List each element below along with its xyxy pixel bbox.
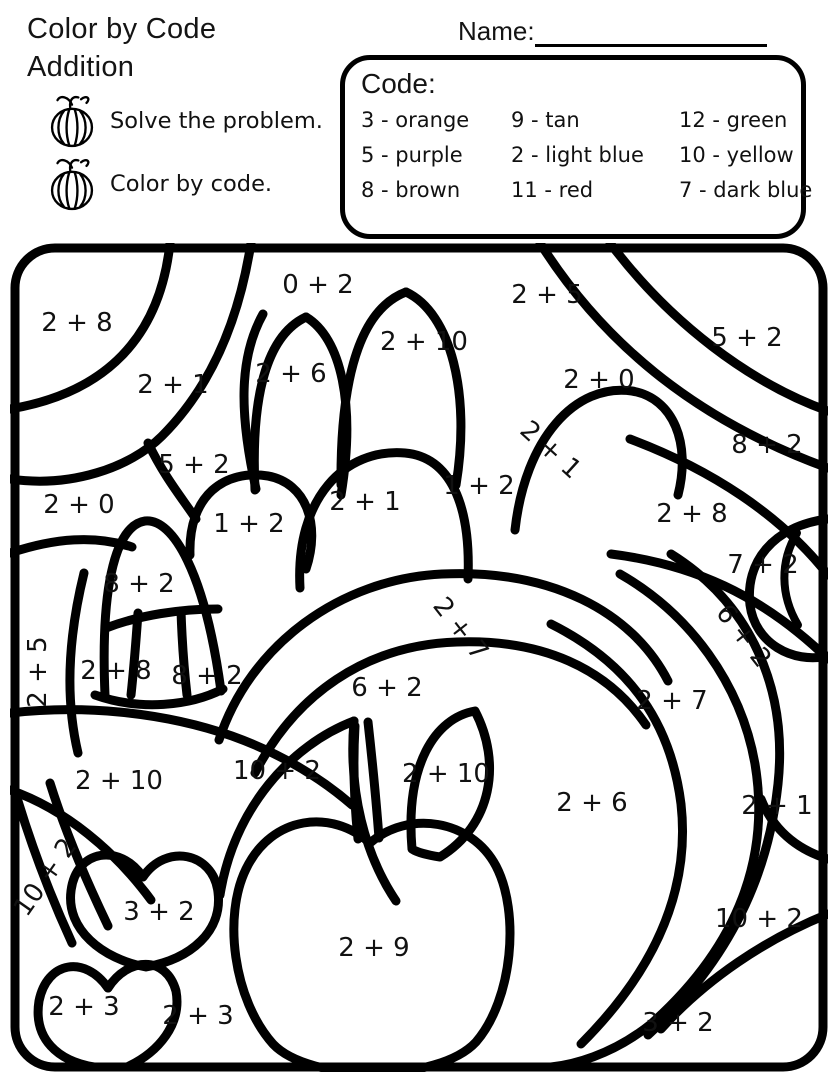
contour-line <box>90 684 228 710</box>
name-row: Name: <box>458 14 767 47</box>
leaf-outline <box>401 287 466 490</box>
contour-line <box>605 243 828 416</box>
title-line2: Addition <box>27 51 135 84</box>
region-label: 8 + 2 <box>171 661 242 691</box>
code-entry: 8 - brown <box>361 178 461 202</box>
contour-line <box>65 568 89 758</box>
code-entry: 3 - orange <box>361 108 470 132</box>
contour-line <box>10 243 175 414</box>
region-label: 2 + 0 <box>43 490 114 520</box>
horn-outline <box>546 619 687 1049</box>
region-label: 8 + 2 <box>731 430 802 460</box>
fruit-outline <box>510 385 687 535</box>
region-label: 2 + 7 <box>427 592 495 667</box>
region-label: 2 + 1 <box>137 370 208 400</box>
line-art <box>10 243 828 1072</box>
region-label: 1 + 2 <box>213 509 284 539</box>
region-label: 7 + 2 <box>727 550 798 580</box>
fruit-outline <box>744 514 828 663</box>
instruction-solve: Solve the problem. <box>44 92 323 150</box>
region-label: 10 + 2 <box>233 756 321 786</box>
region-label: 2 + 8 <box>656 499 727 529</box>
code-entry: 11 - red <box>511 178 594 202</box>
code-grid: 3 - orange 9 - tan 12 - green 5 - purple… <box>361 108 812 202</box>
region-label: 1 + 2 <box>443 471 514 501</box>
region-label: 2 + 8 <box>80 656 151 686</box>
region-label: 2 + 1 <box>329 487 400 517</box>
region-label: 2 + 1 <box>741 791 812 821</box>
title-line1: Color by Code <box>27 13 217 45</box>
code-entry: 7 - dark blue <box>679 178 813 202</box>
contour-line <box>214 569 673 745</box>
region-label: 2 + 10 <box>380 327 468 357</box>
leaf-outline <box>239 309 268 494</box>
horn-outline <box>643 549 785 1040</box>
stem-line <box>45 778 113 931</box>
region-label: 2 + 5 <box>511 280 582 310</box>
contour-line <box>250 637 651 778</box>
code-entry: 10 - yellow <box>679 143 794 167</box>
region-label: 8 + 2 <box>103 569 174 599</box>
region-label: 10 + 2 <box>715 904 803 934</box>
contour-line <box>10 243 256 486</box>
region-label: 2 + 6 <box>255 359 326 389</box>
name-label: Name: <box>458 16 535 46</box>
pumpkin-icon <box>50 158 94 211</box>
code-entry: 9 - tan <box>511 108 580 132</box>
contour-line <box>756 794 828 864</box>
region-label: 2 + 10 <box>402 759 490 789</box>
region-label: 5 + 2 <box>711 323 782 353</box>
region-label: 2 + 8 <box>41 308 112 338</box>
contour-line <box>625 434 828 580</box>
region-label: 0 + 2 <box>282 270 353 300</box>
region-label: 2 + 3 <box>162 1001 233 1031</box>
region-label: 3 + 2 <box>123 897 194 927</box>
stem-line <box>349 721 363 844</box>
instruction-text: Color by code. <box>110 171 273 197</box>
region-label: 2 + 0 <box>563 365 634 395</box>
leaf-outline <box>249 312 311 495</box>
contour-line <box>606 549 828 664</box>
fruit-outline <box>33 962 113 1072</box>
region-label: 2 + 10 <box>75 766 163 796</box>
region-label: 5 + 2 <box>158 450 229 480</box>
code-entry: 5 - purple <box>361 143 463 167</box>
region-label: 2 + 7 <box>636 686 707 716</box>
leaf-outline <box>406 706 495 862</box>
region-label: 2 + 9 <box>338 933 409 963</box>
apple-outline <box>229 817 515 1072</box>
code-heading: Code: <box>361 68 436 99</box>
fruit-outline <box>103 960 182 1072</box>
instruction-text: Solve the problem. <box>110 108 323 134</box>
contour-line <box>176 606 192 700</box>
region-label: 2 + 3 <box>48 992 119 1022</box>
code-entry: 2 - light blue <box>511 143 644 167</box>
code-entry: 12 - green <box>679 108 788 132</box>
region-label: 2 + 5 <box>23 636 53 707</box>
stem-line <box>363 717 384 843</box>
contour-line <box>101 604 223 633</box>
corn-outline <box>99 516 226 700</box>
name-blank-line[interactable] <box>534 14 767 47</box>
fruit-outline <box>185 470 317 574</box>
contour-line <box>126 608 143 700</box>
horn-outline <box>546 569 764 1072</box>
contour-line <box>535 243 828 473</box>
region-label: 2 + 6 <box>556 788 627 818</box>
instruction-color: Color by code. <box>44 155 272 213</box>
code-box: Code: 3 - orange 9 - tan 12 - green 5 - … <box>340 55 812 239</box>
region-label: 3 + 2 <box>642 1008 713 1038</box>
contour-line <box>656 909 828 1034</box>
pumpkin-icon <box>50 95 94 148</box>
page-title: Color by Code Addition <box>27 10 216 87</box>
contour-line <box>10 785 156 905</box>
stem-line <box>13 796 77 948</box>
leaf-outline <box>215 716 359 900</box>
region-label: 6 + 2 <box>351 673 422 703</box>
contour-line <box>780 529 802 629</box>
coloring-picture: 2 + 8 0 + 2 2 + 5 5 + 2 2 + 10 2 + 6 2 +… <box>10 243 828 1072</box>
leaf-outline <box>336 287 411 490</box>
